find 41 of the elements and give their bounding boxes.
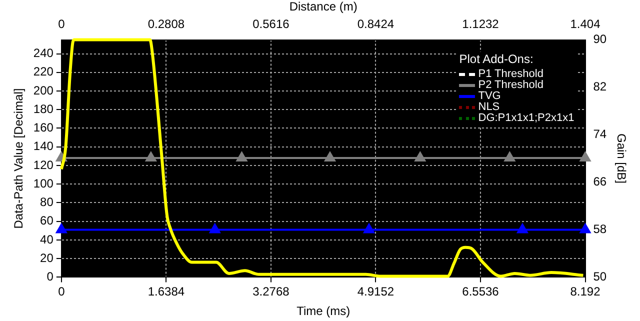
y-tick-label: 20 xyxy=(40,250,54,265)
x2-axis-title: Distance (m) xyxy=(289,0,358,14)
x-tick-label: 8.192 xyxy=(570,284,601,299)
y2-tick-label: 50 xyxy=(593,270,607,284)
x-tick-label: 4.9152 xyxy=(357,284,394,299)
x2-tick-label: 0.8424 xyxy=(357,16,394,31)
y-tick-label: 100 xyxy=(33,176,54,190)
y-tick-label: 40 xyxy=(40,232,54,246)
y-tick-label: 160 xyxy=(33,120,54,135)
x-axis-title: Time (ms) xyxy=(296,304,350,318)
x-tick-label: 3.2768 xyxy=(252,284,290,299)
y2-tick-label: 90 xyxy=(593,32,607,46)
y-tick-label: 80 xyxy=(40,195,54,210)
x2-tick-label: 1.1232 xyxy=(462,16,500,31)
y2-tick-label: 74 xyxy=(593,127,607,142)
legend-label: TVG xyxy=(478,90,501,102)
y-tick-label: 60 xyxy=(40,214,54,228)
y-tick-label: 200 xyxy=(33,83,54,98)
y-tick-label: 0 xyxy=(46,270,54,284)
legend-label: NLS xyxy=(478,100,500,113)
y-tick-label: 220 xyxy=(33,64,54,79)
x2-tick-label: 0.5616 xyxy=(252,16,290,31)
legend-title: Plot Add-Ons: xyxy=(459,52,534,66)
y-axis-title: Data-Path Value [Decimal] xyxy=(12,88,26,229)
x-tick-label: 6.5536 xyxy=(462,284,500,299)
y2-axis-title: Gain [dB] xyxy=(614,133,628,184)
x-tick-label: 1.6384 xyxy=(148,284,185,299)
x-tick-label: 0 xyxy=(58,284,66,299)
x2-tick-label: 0.2808 xyxy=(148,16,185,31)
x2-tick-label: 0 xyxy=(58,16,66,31)
legend-label: DG:P1x1x1;P2x1x1 xyxy=(478,112,574,124)
legend-label: P2 Threshold xyxy=(478,78,544,91)
y-tick-label: 120 xyxy=(33,158,54,172)
y2-tick-label: 66 xyxy=(593,174,607,189)
x2-tick-label: 1.404 xyxy=(570,16,601,31)
y2-tick-label: 82 xyxy=(593,80,607,94)
y-tick-label: 140 xyxy=(33,139,54,154)
y2-tick-label: 58 xyxy=(593,222,607,236)
legend-label: P1 Threshold xyxy=(478,68,544,80)
y-tick-label: 240 xyxy=(33,46,54,60)
y-tick-label: 180 xyxy=(33,102,54,116)
